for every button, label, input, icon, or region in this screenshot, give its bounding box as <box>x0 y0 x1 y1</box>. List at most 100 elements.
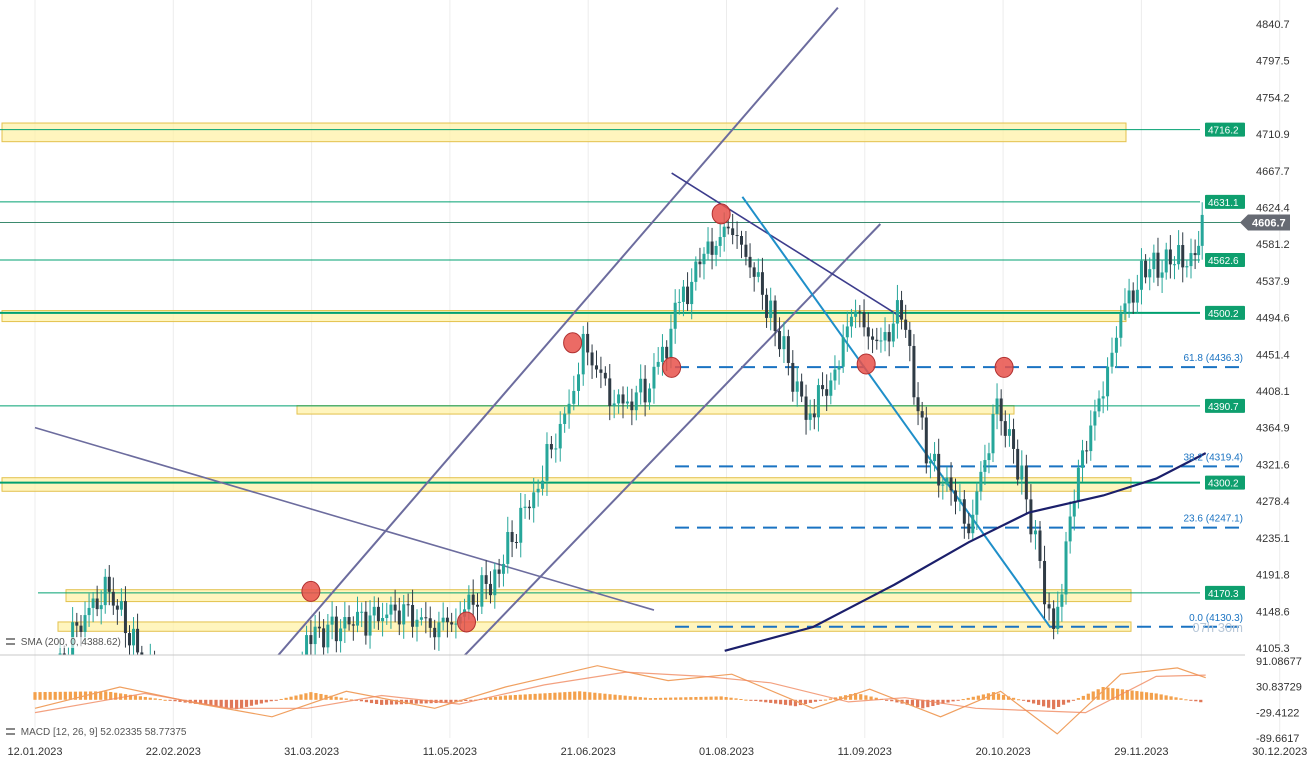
candle-body <box>1052 608 1056 629</box>
macd-histogram-bar <box>981 694 986 700</box>
candle-body <box>368 615 372 636</box>
macd-histogram-bar <box>254 699 259 705</box>
y-tick-label: 4321.6 <box>1256 459 1290 471</box>
candle-body <box>862 312 866 328</box>
candle-body <box>1038 530 1042 561</box>
x-tick-label: 22.02.2023 <box>146 746 201 758</box>
fib-label: 38.2 (4319.4) <box>1184 452 1244 463</box>
candle-body <box>975 491 979 515</box>
macd-histogram-bar <box>109 691 113 700</box>
candle-body <box>1168 249 1172 265</box>
candle-body <box>971 514 975 534</box>
candle-body <box>1003 421 1007 436</box>
candle-body <box>497 569 501 574</box>
macd-histogram-bar <box>951 699 955 702</box>
candle-body <box>726 226 730 229</box>
macd-histogram-bar <box>414 699 418 704</box>
macd-histogram-bar <box>1106 687 1110 700</box>
macd-histogram-bar <box>389 699 394 705</box>
y-tick-label: 4148.6 <box>1256 606 1290 618</box>
macd-histogram-bar <box>259 699 263 704</box>
y-tick-label: 4797.5 <box>1256 56 1290 68</box>
candle-body <box>389 604 393 615</box>
macd-histogram-bar <box>548 692 552 700</box>
candle-body <box>347 617 351 625</box>
macd-histogram-bar <box>568 691 572 700</box>
macd-histogram-bar <box>264 699 268 703</box>
macd-histogram-bar <box>1144 692 1149 700</box>
candle-body <box>769 300 773 318</box>
macd-histogram-bar <box>608 694 612 700</box>
macd-histogram-bar <box>1184 699 1188 701</box>
candle-body <box>669 328 673 359</box>
candle-body <box>735 235 739 237</box>
candle-body <box>639 378 643 393</box>
macd-histogram-bar <box>269 699 273 702</box>
candle-body <box>339 628 343 642</box>
candle-body <box>621 394 625 404</box>
macd-histogram-bar <box>229 699 234 709</box>
candle-body <box>54 676 57 688</box>
macd-histogram-bar <box>1047 699 1051 708</box>
candle-body <box>356 611 360 626</box>
macd-histogram-bar <box>719 696 723 700</box>
candle-body <box>1148 269 1152 278</box>
support-zone <box>296 405 1015 415</box>
support-zone <box>1 122 1127 143</box>
candle-body <box>821 385 825 390</box>
macd-histogram-bar <box>1016 699 1021 701</box>
macd-histogram-bar <box>419 699 423 704</box>
macd-histogram-bar <box>1174 697 1178 700</box>
candle-body <box>690 281 694 305</box>
macd-histogram-bar <box>133 695 138 700</box>
macd-histogram-bar <box>198 699 203 705</box>
macd-histogram-bar <box>1026 699 1031 703</box>
macd-histogram-bar <box>689 697 693 700</box>
candle-body <box>617 394 621 404</box>
macd-histogram-bar <box>598 693 602 700</box>
short-downtrend-line <box>671 172 902 319</box>
macd-histogram-bar <box>744 699 748 701</box>
candle-body <box>722 226 726 238</box>
candle-body <box>317 626 321 629</box>
macd-histogram-bar <box>138 696 143 700</box>
level-label: 4716.2 <box>1208 126 1239 137</box>
candle-body <box>1072 501 1076 517</box>
pivot-marker <box>856 353 876 375</box>
macd-histogram-bar <box>813 699 818 702</box>
candle-body <box>441 617 445 623</box>
settings-icon[interactable] <box>6 727 15 736</box>
macd-y-tick-label: 30.83729 <box>1256 682 1302 694</box>
macd-histogram-bar <box>966 697 970 700</box>
x-tick-label: 11.05.2023 <box>423 746 477 758</box>
macd-histogram-bar <box>163 699 167 701</box>
macd-histogram-bar <box>774 699 778 704</box>
candle-body <box>760 272 764 295</box>
settings-icon[interactable] <box>6 637 15 646</box>
candle-body <box>301 662 304 692</box>
macd-histogram-bar <box>976 695 980 700</box>
pivot-marker <box>662 356 682 378</box>
macd-histogram-bar <box>314 693 318 700</box>
candle-body <box>599 369 603 373</box>
y-tick-label: 4451.4 <box>1256 349 1290 361</box>
candle-body <box>1047 604 1051 609</box>
macd-histogram-bar <box>274 699 278 701</box>
candle-body <box>594 365 598 370</box>
macd-params: [12, 26, 9] <box>53 727 98 738</box>
macd-histogram-bar <box>1169 696 1173 700</box>
candle-body <box>1081 450 1085 468</box>
macd-histogram-bar <box>1199 699 1203 703</box>
last-price-label: 4606.7 <box>1252 218 1286 230</box>
macd-histogram-bar <box>309 692 313 700</box>
x-tick-label: 30.12.2023 <box>1252 746 1307 758</box>
candle-body <box>1056 606 1060 629</box>
candle-body <box>428 618 432 628</box>
candle-body <box>710 241 714 255</box>
macd-histogram-bar <box>578 691 582 700</box>
macd-histogram-bar <box>618 695 622 700</box>
candle-body <box>1085 450 1089 452</box>
macd-histogram-bar <box>734 698 738 700</box>
candle-body <box>995 398 999 414</box>
